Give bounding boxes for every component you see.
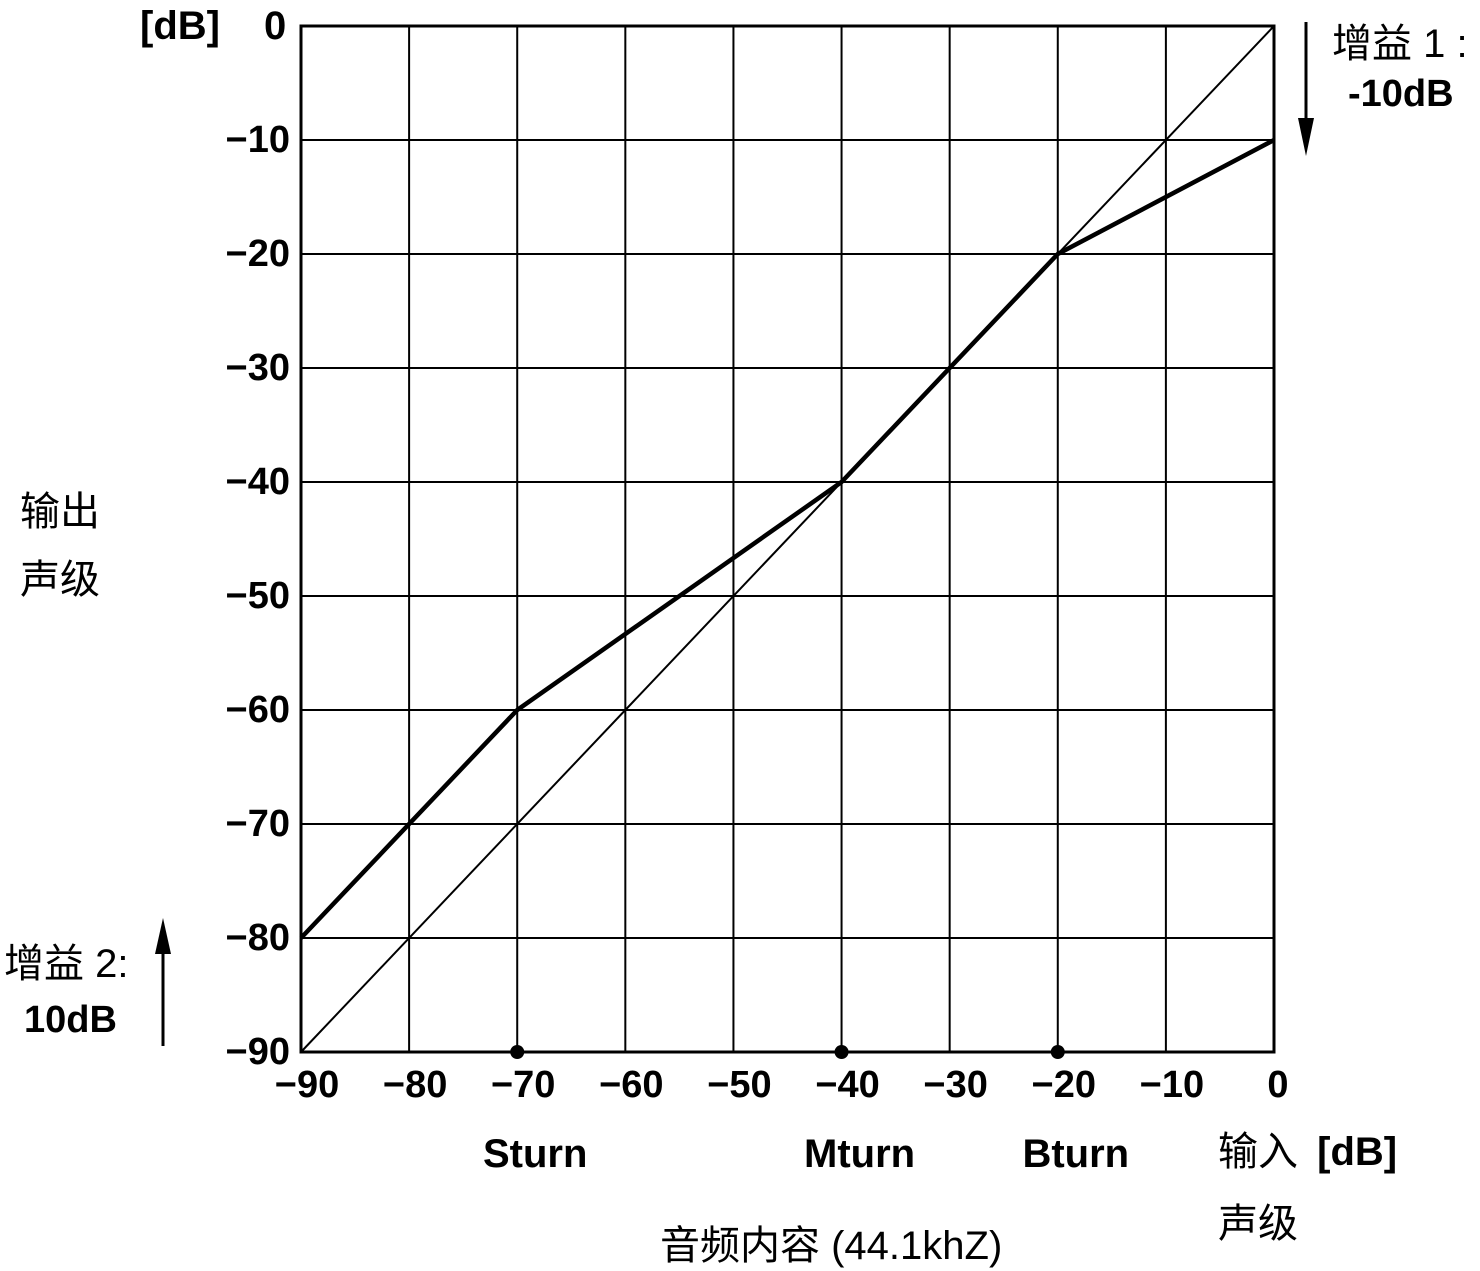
turn-marker-dot: [510, 1045, 524, 1059]
gain2-label: 增益 2:: [4, 940, 128, 988]
y-tick-label: −10: [226, 121, 290, 159]
turn-label: Bturn: [1022, 1132, 1129, 1176]
x-tick-label: −70: [491, 1066, 555, 1104]
y-tick-label: −80: [226, 919, 290, 957]
y-axis-label-line2: 声级: [20, 556, 100, 604]
y-axis-label-line1: 输出: [20, 488, 100, 536]
x-tick-label: −10: [1140, 1066, 1204, 1104]
x-tick-label: −80: [383, 1066, 447, 1104]
series-line-reference: [301, 26, 1274, 1052]
y-tick-label: −40: [226, 463, 290, 501]
gain2-arrow-head: [155, 918, 171, 954]
x-axis-label-text: 输入: [1218, 1130, 1298, 1174]
gain-arrows: [155, 22, 1314, 1046]
y-tick-label: −50: [226, 577, 290, 615]
series-lines: [301, 26, 1274, 1052]
y-tick-label: −70: [226, 805, 290, 843]
x-tick-label: −40: [815, 1066, 879, 1104]
turn-label: Sturn: [483, 1132, 587, 1176]
x-unit-label: [dB]: [1317, 1130, 1397, 1174]
bottom-caption: 音频内容 (44.1khZ): [660, 1222, 1002, 1270]
x-tick-label: 0: [1267, 1066, 1288, 1104]
gain2-value: 10dB: [24, 996, 117, 1044]
y-tick-label: −60: [226, 691, 290, 729]
gain1-arrow-head: [1298, 118, 1314, 156]
y-tick-label: −30: [226, 349, 290, 387]
x-tick-label: −20: [1032, 1066, 1096, 1104]
turn-marker-dot: [835, 1045, 849, 1059]
x-tick-label: −30: [923, 1066, 987, 1104]
x-axis-label-line1: 输入 [dB]: [1218, 1128, 1397, 1176]
turn-marker-dot: [1051, 1045, 1065, 1059]
gain1-value: -10dB: [1348, 70, 1454, 118]
turn-label: Mturn: [804, 1132, 915, 1176]
x-tick-label: −50: [707, 1066, 771, 1104]
gain1-label: 增益 1 :: [1332, 20, 1468, 68]
y-unit-label: [dB]: [140, 6, 220, 46]
y-tick-label-top: 0: [264, 6, 286, 46]
y-tick-label: −20: [226, 235, 290, 273]
x-tick-label: −60: [599, 1066, 663, 1104]
x-axis-label-line2: 声级: [1218, 1200, 1298, 1248]
x-tick-label: −90: [275, 1066, 339, 1104]
